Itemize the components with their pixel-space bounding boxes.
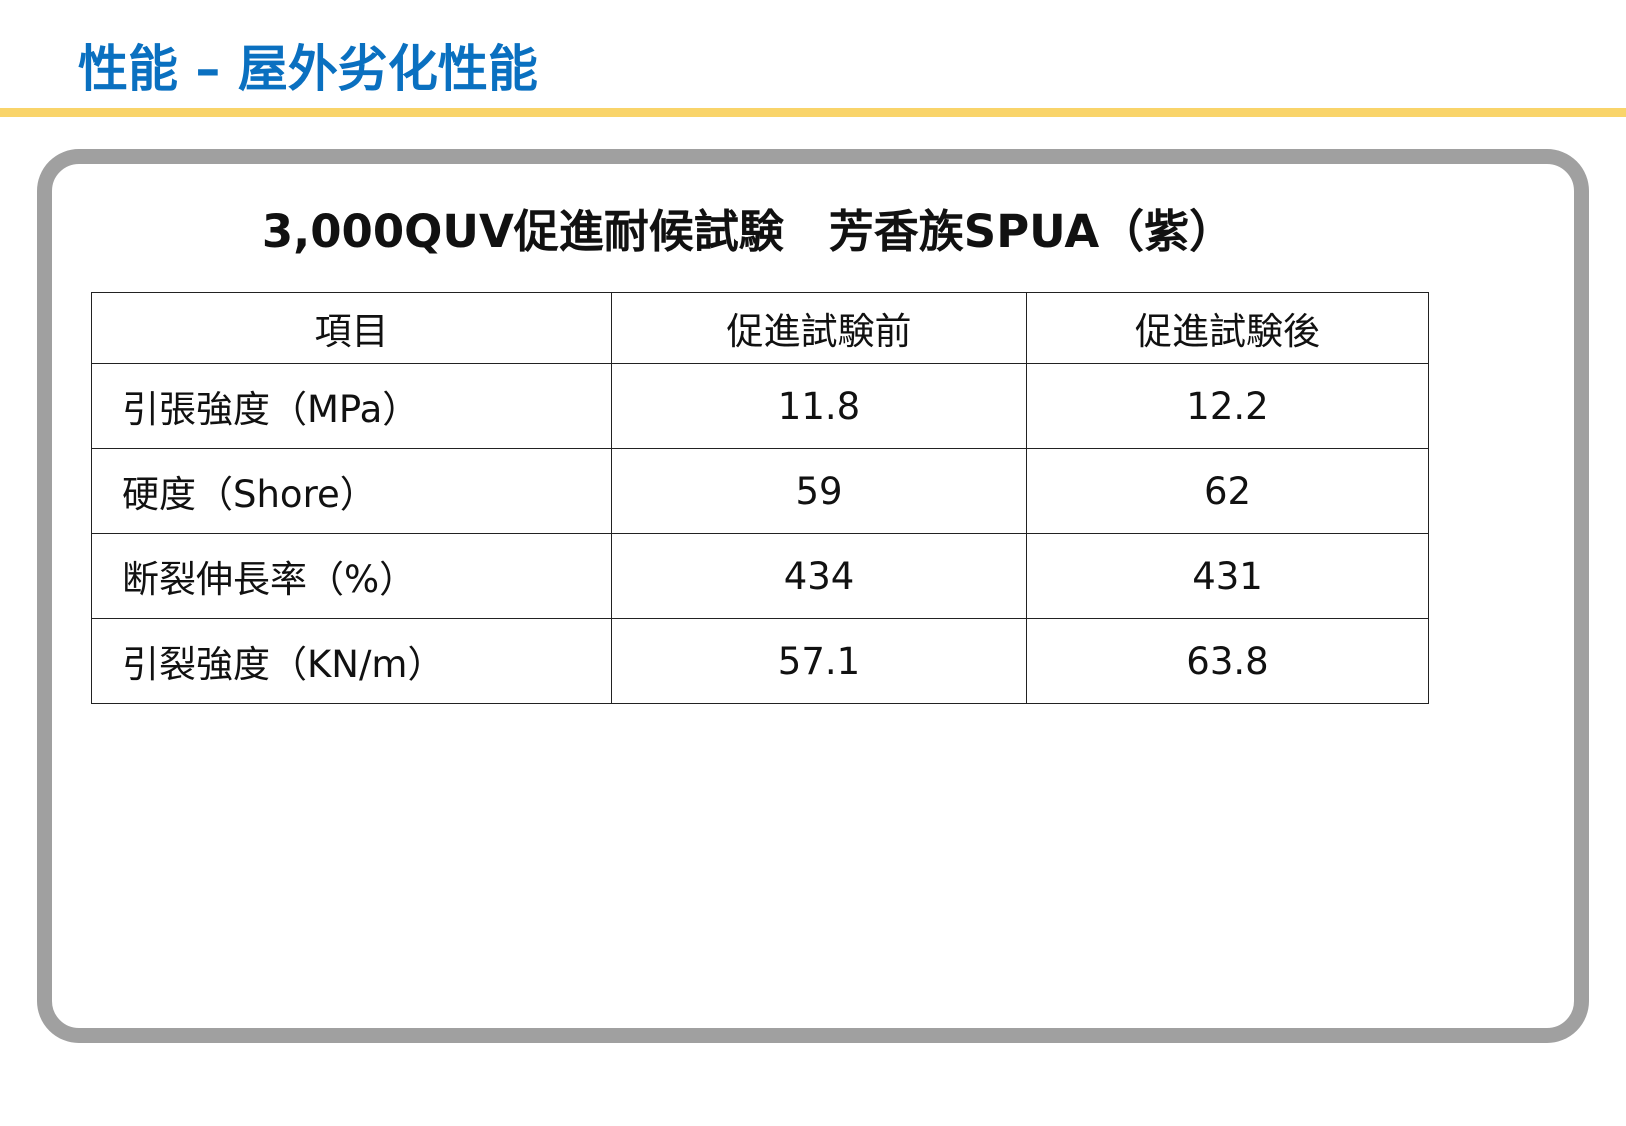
row-label: 硬度（Shore） <box>91 448 612 534</box>
row-label: 引裂強度（KN/m） <box>91 618 612 704</box>
table-row: 引裂強度（KN/m） 57.1 63.8 <box>91 618 1429 704</box>
header-cell: 促進試験後 <box>1026 292 1429 364</box>
table-row: 引張強度（MPa） 11.8 12.2 <box>91 363 1429 449</box>
value-cell: 62 <box>1026 448 1429 534</box>
table-body: 引張強度（MPa） 11.8 12.2 硬度（Shore） 59 62 断裂伸長率（%） 43… <box>91 363 1429 704</box>
results-table: 項目 促進試験前 促進試験後 引張強度（MPa） 11.8 12.2 硬度（Shore… <box>91 292 1429 704</box>
header-row: 項目 促進試験前 促進試験後 <box>91 292 1429 364</box>
panel-heading: 3,000QUV促進耐候試験 芳香族SPUA（紫） <box>261 205 1235 258</box>
value-cell: 12.2 <box>1026 363 1429 449</box>
value-cell: 434 <box>611 533 1027 619</box>
value-cell: 431 <box>1026 533 1429 619</box>
value-cell: 63.8 <box>1026 618 1429 704</box>
value-cell: 59 <box>611 448 1027 534</box>
header-cell: 促進試験前 <box>611 292 1027 364</box>
page-title: 性能 – 屋外劣化性能 <box>78 40 538 98</box>
table-row: 硬度（Shore） 59 62 <box>91 448 1429 534</box>
title-rule <box>0 108 1626 117</box>
value-cell: 57.1 <box>611 618 1027 704</box>
header-cell: 項目 <box>91 292 612 364</box>
table-row: 断裂伸長率（%） 434 431 <box>91 533 1429 619</box>
row-label: 断裂伸長率（%） <box>91 533 612 619</box>
value-cell: 11.8 <box>611 363 1027 449</box>
row-label: 引張強度（MPa） <box>91 363 612 449</box>
